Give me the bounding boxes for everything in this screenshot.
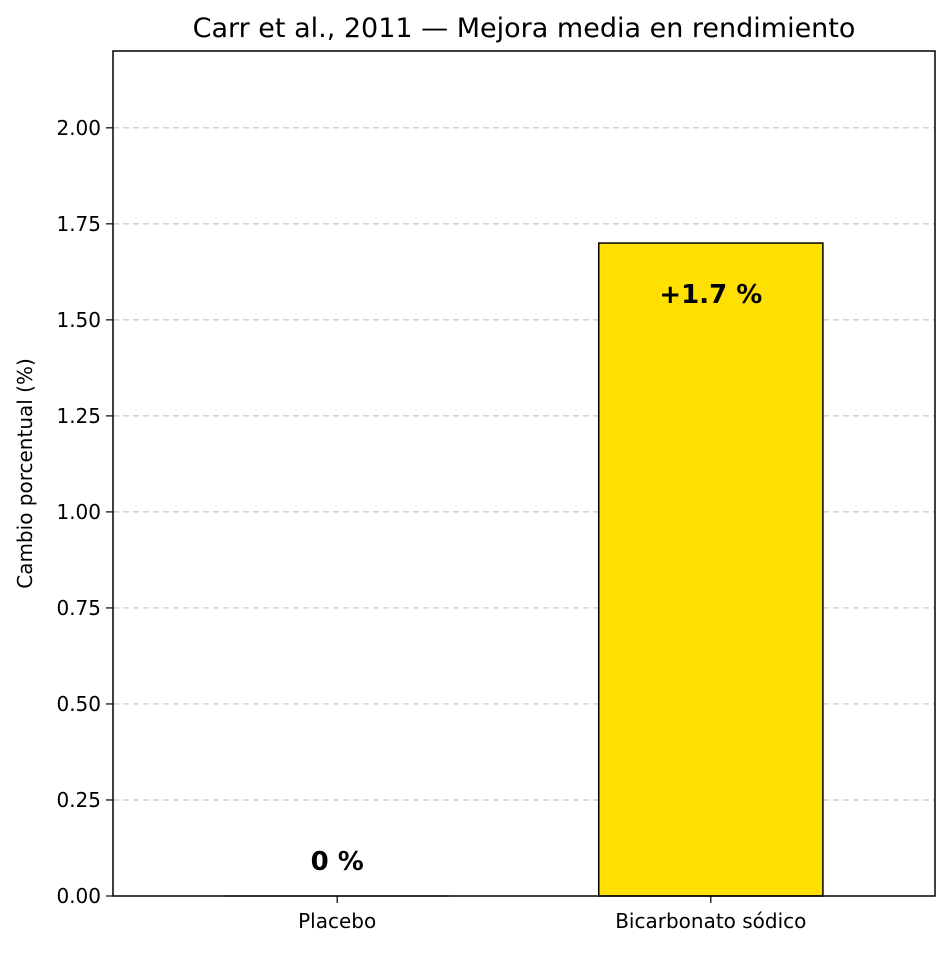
x-tick-label: Placebo — [298, 909, 376, 933]
y-axis-ticks: 0.00 0.25 0.50 0.75 1.00 1.25 1.50 1.75 2.00 — [56, 116, 113, 908]
y-tick-label: 1.50 — [56, 308, 101, 332]
bar-1 — [599, 243, 823, 896]
y-tick-label: 1.00 — [56, 500, 101, 524]
x-tick-label: Bicarbonato sódico — [615, 909, 806, 933]
y-axis-label: Cambio porcentual (%) — [13, 358, 37, 589]
chart-title: Carr et al., 2011 — Mejora media en rend… — [193, 13, 856, 44]
bars — [225, 243, 823, 896]
x-axis-ticks: Placebo Bicarbonato sódico — [298, 896, 806, 933]
y-tick-label: 0.00 — [56, 884, 101, 908]
y-tick-label: 2.00 — [56, 116, 101, 140]
y-tick-label: 1.75 — [56, 212, 101, 236]
y-tick-label: 1.25 — [56, 404, 101, 428]
y-tick-label: 0.50 — [56, 692, 101, 716]
y-tick-label: 0.75 — [56, 596, 101, 620]
data-label: 0 % — [311, 847, 364, 877]
data-label: +1.7 % — [659, 280, 762, 310]
y-tick-label: 0.25 — [56, 788, 101, 812]
